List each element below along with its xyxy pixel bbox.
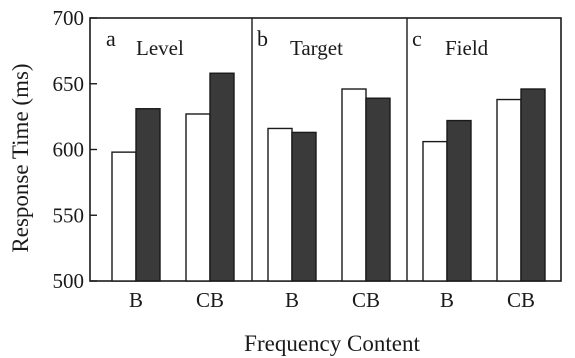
bar-b-cb-open	[341, 88, 367, 282]
y-tick-label: 700	[53, 6, 85, 30]
x-tick-label: B	[285, 288, 299, 312]
y-tick-label: 600	[53, 138, 85, 162]
bar-c-cb-filled	[520, 88, 546, 282]
bar-b-cb-filled	[365, 97, 391, 282]
panel-letter: b	[257, 26, 268, 51]
bar-a-b-open	[111, 151, 137, 282]
bar-b-b-open	[267, 127, 293, 282]
bar-c-cb-open	[496, 98, 522, 282]
bar-c-b-open	[422, 140, 448, 282]
chart-panels: a Level B CB b Target B CB c Field B CB	[106, 26, 546, 312]
y-axis-title: Response Time (ms)	[8, 63, 33, 252]
panel-b: b Target B CB	[257, 26, 391, 312]
bar-a-cb-filled	[209, 72, 235, 282]
x-tick-label: CB	[352, 288, 380, 312]
x-tick-label: B	[129, 288, 143, 312]
bar-a-cb-open	[185, 113, 211, 282]
panel-a: a Level B CB	[106, 26, 235, 312]
x-axis-title: Frequency Content	[244, 331, 420, 356]
y-axis: 500 550 600 650 700	[53, 6, 97, 293]
x-tick-label: CB	[507, 288, 535, 312]
y-tick-label: 500	[53, 269, 85, 293]
bar-b-b-filled	[291, 131, 317, 282]
y-tick-label: 650	[53, 72, 85, 96]
bar-c-b-filled	[446, 119, 472, 282]
x-tick-label: B	[440, 288, 454, 312]
x-tick-label: CB	[196, 288, 224, 312]
bar-a-b-filled	[135, 108, 161, 282]
panel-title: Target	[290, 36, 343, 60]
panel-title: Level	[136, 36, 184, 60]
panel-letter: c	[412, 26, 422, 51]
panel-letter: a	[106, 26, 116, 51]
panel-c: c Field B CB	[412, 26, 546, 312]
y-tick-label: 550	[53, 203, 85, 227]
panel-title: Field	[445, 36, 489, 60]
